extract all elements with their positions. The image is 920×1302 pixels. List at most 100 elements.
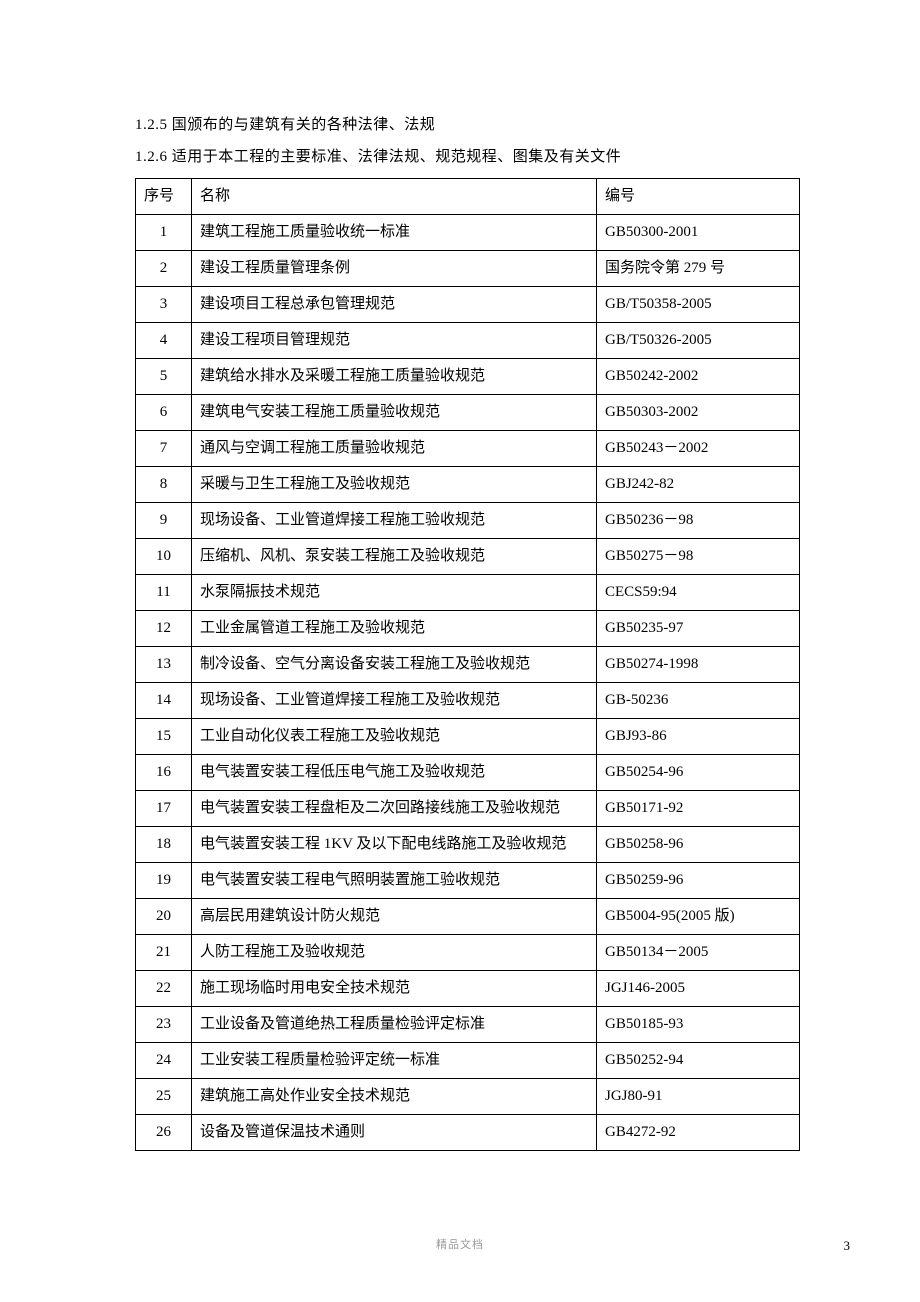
- table-row: 14现场设备、工业管道焊接工程施工及验收规范GB-50236: [136, 683, 800, 719]
- cell-num: 13: [136, 647, 192, 683]
- cell-name: 建筑电气安装工程施工质量验收规范: [192, 395, 597, 431]
- cell-name: 采暖与卫生工程施工及验收规范: [192, 467, 597, 503]
- cell-num: 8: [136, 467, 192, 503]
- table-row: 9现场设备、工业管道焊接工程施工验收规范GB50236－98: [136, 503, 800, 539]
- cell-num: 24: [136, 1043, 192, 1079]
- cell-code: GB50134－2005: [597, 935, 800, 971]
- header-code: 编号: [597, 179, 800, 215]
- table-row: 3建设项目工程总承包管理规范GB/T50358-2005: [136, 287, 800, 323]
- cell-name: 高层民用建筑设计防火规范: [192, 899, 597, 935]
- cell-name: 建筑给水排水及采暖工程施工质量验收规范: [192, 359, 597, 395]
- cell-name: 通风与空调工程施工质量验收规范: [192, 431, 597, 467]
- table-row: 8采暖与卫生工程施工及验收规范GBJ242-82: [136, 467, 800, 503]
- table-row: 20高层民用建筑设计防火规范GB5004-95(2005 版): [136, 899, 800, 935]
- cell-code: GB50171-92: [597, 791, 800, 827]
- cell-name: 工业安装工程质量检验评定统一标准: [192, 1043, 597, 1079]
- cell-num: 19: [136, 863, 192, 899]
- page-number: 3: [844, 1238, 851, 1254]
- cell-num: 10: [136, 539, 192, 575]
- cell-num: 12: [136, 611, 192, 647]
- cell-name: 施工现场临时用电安全技术规范: [192, 971, 597, 1007]
- cell-name: 电气装置安装工程盘柜及二次回路接线施工及验收规范: [192, 791, 597, 827]
- table-row: 1建筑工程施工质量验收统一标准GB50300-2001: [136, 215, 800, 251]
- table-row: 25建筑施工高处作业安全技术规范JGJ80-91: [136, 1079, 800, 1115]
- standards-table: 序号 名称 编号 1建筑工程施工质量验收统一标准GB50300-20012建设工…: [135, 178, 800, 1151]
- cell-name: 建筑施工高处作业安全技术规范: [192, 1079, 597, 1115]
- cell-code: 国务院令第 279 号: [597, 251, 800, 287]
- header-num: 序号: [136, 179, 192, 215]
- cell-name: 建设工程质量管理条例: [192, 251, 597, 287]
- cell-name: 电气装置安装工程电气照明装置施工验收规范: [192, 863, 597, 899]
- cell-code: GB50235-97: [597, 611, 800, 647]
- cell-code: GB50274-1998: [597, 647, 800, 683]
- cell-code: GB50242-2002: [597, 359, 800, 395]
- table-row: 17电气装置安装工程盘柜及二次回路接线施工及验收规范GB50171-92: [136, 791, 800, 827]
- table-row: 18电气装置安装工程 1KV 及以下配电线路施工及验收规范GB50258-96: [136, 827, 800, 863]
- table-row: 2建设工程质量管理条例国务院令第 279 号: [136, 251, 800, 287]
- cell-name: 工业设备及管道绝热工程质量检验评定标准: [192, 1007, 597, 1043]
- cell-code: GB50252-94: [597, 1043, 800, 1079]
- cell-code: GBJ242-82: [597, 467, 800, 503]
- cell-name: 建筑工程施工质量验收统一标准: [192, 215, 597, 251]
- cell-num: 15: [136, 719, 192, 755]
- cell-name: 建设项目工程总承包管理规范: [192, 287, 597, 323]
- cell-name: 电气装置安装工程 1KV 及以下配电线路施工及验收规范: [192, 827, 597, 863]
- cell-code: GB50185-93: [597, 1007, 800, 1043]
- cell-code: GB/T50326-2005: [597, 323, 800, 359]
- cell-num: 20: [136, 899, 192, 935]
- table-row: 5建筑给水排水及采暖工程施工质量验收规范GB50242-2002: [136, 359, 800, 395]
- cell-num: 5: [136, 359, 192, 395]
- table-row: 13制冷设备、空气分离设备安装工程施工及验收规范GB50274-1998: [136, 647, 800, 683]
- cell-name: 工业自动化仪表工程施工及验收规范: [192, 719, 597, 755]
- cell-name: 压缩机、风机、泵安装工程施工及验收规范: [192, 539, 597, 575]
- table-row: 6建筑电气安装工程施工质量验收规范GB50303-2002: [136, 395, 800, 431]
- table-row: 24工业安装工程质量检验评定统一标准GB50252-94: [136, 1043, 800, 1079]
- cell-num: 18: [136, 827, 192, 863]
- cell-num: 14: [136, 683, 192, 719]
- footer-watermark: 精品文档: [0, 1236, 920, 1252]
- cell-code: GB50236－98: [597, 503, 800, 539]
- cell-num: 21: [136, 935, 192, 971]
- cell-code: GB50275－98: [597, 539, 800, 575]
- cell-name: 水泵隔振技术规范: [192, 575, 597, 611]
- cell-code: JGJ80-91: [597, 1079, 800, 1115]
- cell-num: 16: [136, 755, 192, 791]
- cell-code: JGJ146-2005: [597, 971, 800, 1007]
- cell-num: 23: [136, 1007, 192, 1043]
- cell-code: GB50243－2002: [597, 431, 800, 467]
- table-row: 4建设工程项目管理规范GB/T50326-2005: [136, 323, 800, 359]
- cell-code: GB50258-96: [597, 827, 800, 863]
- cell-num: 25: [136, 1079, 192, 1115]
- cell-name: 现场设备、工业管道焊接工程施工及验收规范: [192, 683, 597, 719]
- table-row: 16电气装置安装工程低压电气施工及验收规范GB50254-96: [136, 755, 800, 791]
- cell-name: 制冷设备、空气分离设备安装工程施工及验收规范: [192, 647, 597, 683]
- table-row: 23工业设备及管道绝热工程质量检验评定标准GB50185-93: [136, 1007, 800, 1043]
- intro-line-1: 1.2.5 国颁布的与建筑有关的各种法律、法规: [135, 110, 800, 140]
- cell-name: 现场设备、工业管道焊接工程施工验收规范: [192, 503, 597, 539]
- cell-code: GB50254-96: [597, 755, 800, 791]
- cell-name: 工业金属管道工程施工及验收规范: [192, 611, 597, 647]
- cell-code: CECS59:94: [597, 575, 800, 611]
- header-name: 名称: [192, 179, 597, 215]
- cell-num: 26: [136, 1115, 192, 1151]
- table-row: 26设备及管道保温技术通则GB4272-92: [136, 1115, 800, 1151]
- cell-code: GB/T50358-2005: [597, 287, 800, 323]
- cell-code: GB-50236: [597, 683, 800, 719]
- cell-code: GB5004-95(2005 版): [597, 899, 800, 935]
- intro-line-2: 1.2.6 适用于本工程的主要标准、法律法规、规范规程、图集及有关文件: [135, 142, 800, 172]
- cell-num: 11: [136, 575, 192, 611]
- cell-name: 人防工程施工及验收规范: [192, 935, 597, 971]
- cell-code: GBJ93-86: [597, 719, 800, 755]
- cell-code: GB4272-92: [597, 1115, 800, 1151]
- cell-num: 4: [136, 323, 192, 359]
- table-row: 19电气装置安装工程电气照明装置施工验收规范GB50259-96: [136, 863, 800, 899]
- table-header-row: 序号 名称 编号: [136, 179, 800, 215]
- page-footer: 精品文档 3: [0, 1236, 920, 1252]
- table-row: 12工业金属管道工程施工及验收规范GB50235-97: [136, 611, 800, 647]
- cell-name: 电气装置安装工程低压电气施工及验收规范: [192, 755, 597, 791]
- cell-num: 22: [136, 971, 192, 1007]
- table-row: 21人防工程施工及验收规范GB50134－2005: [136, 935, 800, 971]
- cell-num: 1: [136, 215, 192, 251]
- table-row: 10压缩机、风机、泵安装工程施工及验收规范GB50275－98: [136, 539, 800, 575]
- cell-name: 建设工程项目管理规范: [192, 323, 597, 359]
